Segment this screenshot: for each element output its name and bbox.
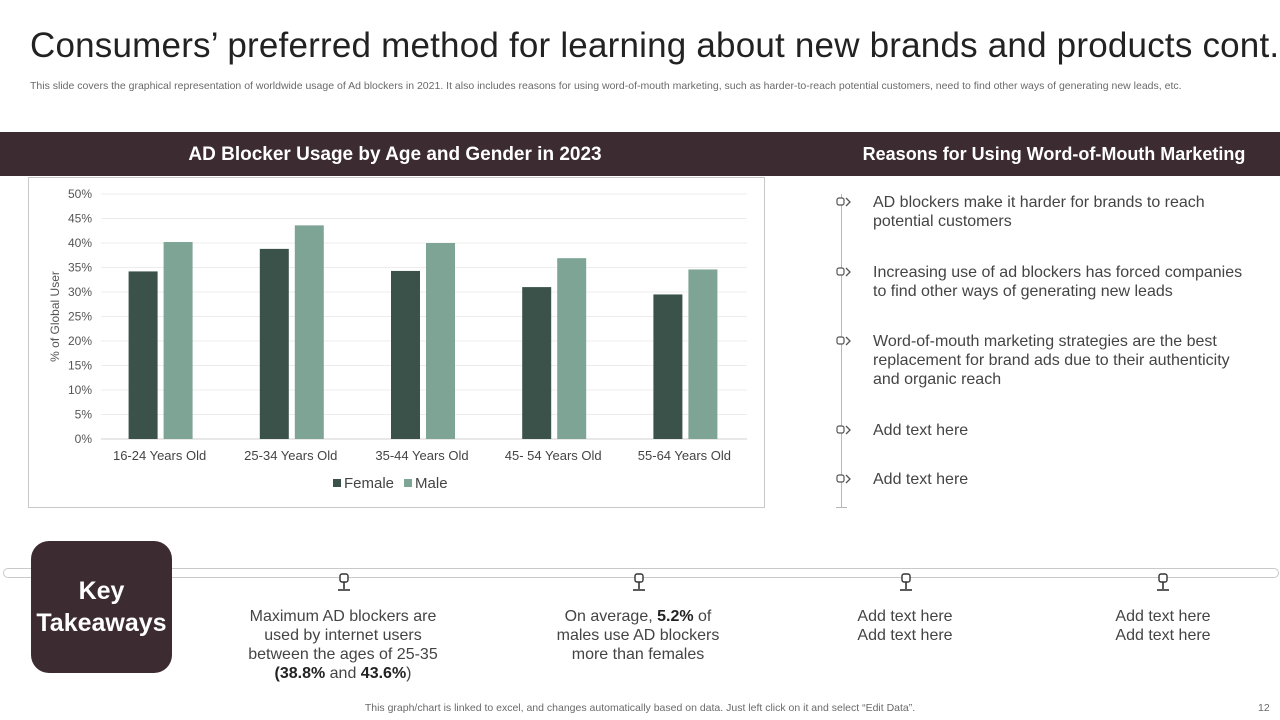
x-tick-label: 55-64 Years Old — [638, 448, 731, 463]
pin-icon — [1157, 573, 1169, 591]
x-tick-label: 16-24 Years Old — [113, 448, 206, 463]
legend-swatch-female — [333, 479, 341, 487]
chevron-bullet-icon — [836, 197, 851, 207]
y-axis-label: % of Global User — [48, 271, 62, 362]
chart-panel-title: AD Blocker Usage by Age and Gender in 20… — [188, 144, 602, 165]
key-takeaways-badge: Key Takeaways — [31, 541, 172, 673]
takeaway-text: Add text here — [857, 608, 953, 625]
bar-male — [557, 258, 587, 439]
takeaway-text: Add text here — [1115, 608, 1211, 625]
chevron-bullet-icon — [836, 267, 851, 277]
bar-female — [391, 270, 420, 439]
reasons-panel-title: Reasons for Using Word-of-Mouth Marketin… — [862, 144, 1246, 164]
takeaway-text-span: of — [693, 608, 712, 625]
reason-text: Add text here — [873, 422, 969, 439]
y-tick-label: 5% — [75, 408, 93, 422]
bar-male — [294, 225, 324, 439]
bar-male — [163, 242, 193, 439]
takeaway-text: Add text here — [1115, 627, 1211, 644]
reasons-list: AD blockers make it harder for brands to… — [836, 188, 1256, 508]
takeaway-bold: 43.6% — [360, 665, 407, 682]
bar-chart-svg: 0% 5% 10% 15% 20% 25% 30% 35% 40% 45% 50% % of Glob… — [48, 187, 747, 492]
takeaway-text: Maximum AD blockers are — [249, 608, 437, 625]
takeaway-text: On average, 5.2% of — [538, 607, 738, 626]
bar-female — [653, 294, 683, 439]
bar-female — [259, 248, 289, 439]
pin-icon — [338, 573, 350, 591]
x-tick-label: 35-44 Years Old — [375, 448, 468, 463]
bar-female — [128, 271, 158, 439]
takeaway-bold: 5.2% — [657, 608, 694, 625]
takeaway-item-1: Maximum AD blockers are used by internet… — [233, 607, 453, 683]
legend-label-female: Female — [344, 475, 394, 492]
reason-text: Add text here — [873, 471, 969, 488]
takeaway-text: more than females — [571, 646, 705, 663]
bar-chart[interactable]: 0% 5% 10% 15% 20% 25% 30% 35% 40% 45% 50% % of Glob… — [28, 177, 765, 508]
takeaway-text-span: On average, — [564, 608, 658, 625]
legend-swatch-male — [404, 479, 413, 487]
x-tick-label: 45- 54 Years Old — [505, 448, 602, 463]
reason-text: Word-of-mouth marketing strategies are t… — [873, 333, 1230, 388]
takeaway-text: Add text here — [857, 627, 953, 644]
y-tick-label: 40% — [68, 236, 92, 250]
takeaway-text: used by internet users — [264, 627, 422, 644]
header-band — [0, 132, 1280, 176]
takeaway-text: (38.8% and 43.6%) — [233, 664, 453, 683]
y-tick-label: 35% — [68, 261, 92, 275]
y-tick-label: 30% — [68, 285, 92, 299]
y-tick-label: 0% — [75, 432, 93, 446]
takeaway-text: between the ages of 25-35 — [248, 646, 438, 663]
chevron-bullet-icon — [836, 474, 851, 484]
legend-label-male: Male — [415, 475, 448, 492]
footer-note: This graph/chart is linked to excel, and… — [364, 702, 916, 714]
takeaway-text-span: and — [325, 665, 361, 682]
slide-title: Consumers’ preferred method for learning… — [30, 26, 1280, 65]
key-takeaways-line1: Key — [78, 577, 125, 605]
pin-icon — [633, 573, 645, 591]
y-tick-label: 15% — [68, 359, 92, 373]
y-tick-label: 25% — [68, 310, 92, 324]
takeaway-item-2: On average, 5.2% of males use AD blocker… — [538, 607, 738, 664]
reasons-connector-tick — [836, 507, 847, 508]
takeaway-text: males use AD blockers — [556, 627, 720, 644]
y-tick-label: 50% — [68, 187, 92, 201]
reason-text: AD blockers make it harder for brands to… — [873, 194, 1205, 230]
chevron-bullet-icon — [836, 425, 851, 435]
pin-icon — [900, 573, 912, 591]
reason-text: Increasing use of ad blockers has forced… — [873, 264, 1243, 300]
takeaway-item-3: Add text here Add text here — [820, 607, 990, 645]
slide-subtitle: This slide covers the graphical represen… — [30, 80, 1182, 92]
chevron-bullet-icon — [836, 336, 851, 346]
y-tick-label: 45% — [68, 212, 92, 226]
x-tick-label: 25-34 Years Old — [244, 448, 337, 463]
key-takeaways-line2: Takeaways — [36, 609, 167, 637]
takeaway-item-4: Add text here Add text here — [1078, 607, 1248, 645]
bar-male — [688, 269, 718, 439]
page-number: 12 — [1258, 702, 1270, 714]
y-tick-label: 10% — [68, 383, 92, 397]
reasons-connector-line — [841, 194, 842, 508]
takeaway-bold: (38.8% — [274, 665, 326, 682]
takeaway-text-span: ) — [406, 665, 412, 682]
bar-female — [522, 287, 552, 439]
y-tick-label: 20% — [68, 334, 92, 348]
bar-male — [426, 243, 455, 439]
